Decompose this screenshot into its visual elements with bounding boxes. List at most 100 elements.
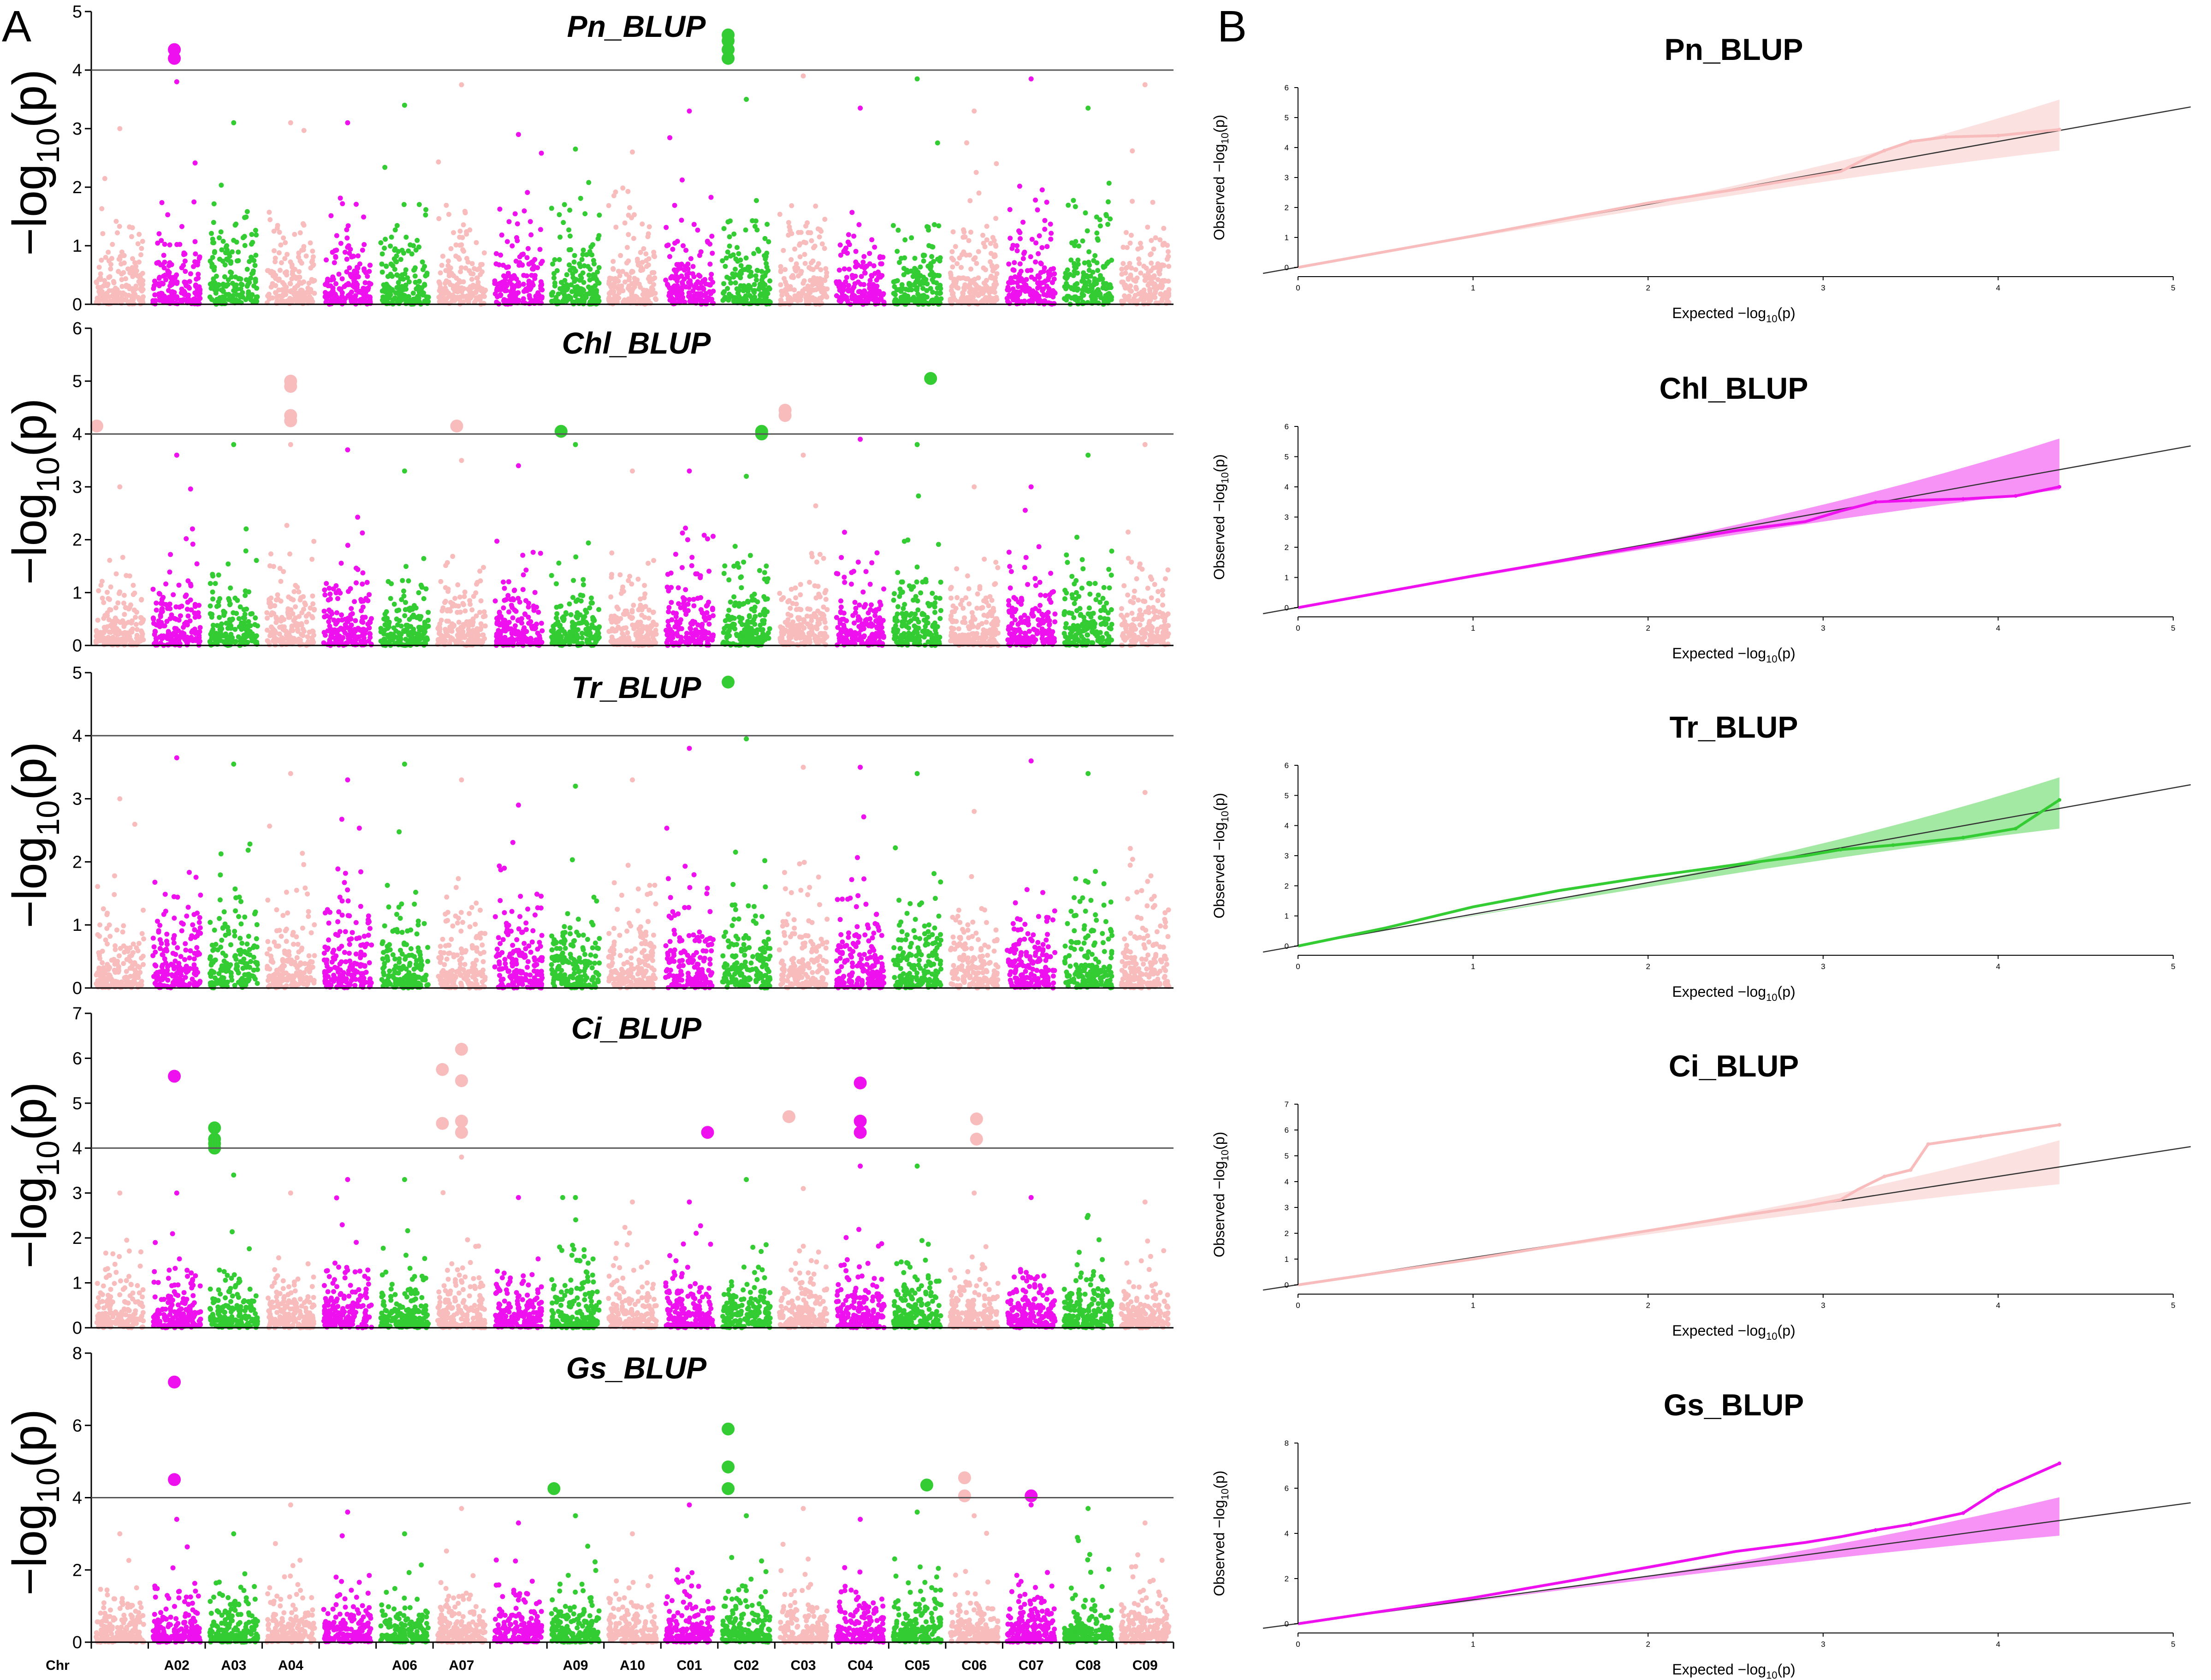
snp-point: [862, 270, 868, 276]
snp-point: [1095, 268, 1101, 273]
snp-point: [100, 596, 105, 601]
snp-point: [646, 262, 651, 268]
snp-point: [333, 254, 338, 259]
snp-point: [96, 301, 101, 306]
snp-point: [710, 279, 716, 285]
snp-point: [779, 289, 784, 294]
snp-point: [273, 259, 278, 265]
snp-point: [138, 615, 144, 621]
snp-point: [130, 267, 136, 273]
snp-point: [1006, 261, 1012, 267]
snp-point: [268, 551, 273, 556]
snp-point: [912, 266, 918, 271]
snp-point: [652, 253, 657, 259]
snp-point: [867, 261, 872, 266]
snp-point: [934, 280, 939, 286]
snp-point: [640, 640, 646, 645]
snp-point: [913, 287, 919, 292]
snp-point: [403, 628, 409, 633]
snp-point: [583, 620, 589, 625]
snp-point: [1124, 245, 1130, 250]
snp-point: [1157, 237, 1163, 243]
snp-point: [1103, 293, 1108, 298]
snp-point: [1150, 200, 1156, 205]
snp-point: [194, 561, 200, 567]
snp-point: [120, 290, 126, 296]
snp-point: [481, 609, 487, 615]
snp-point: [556, 291, 561, 297]
snp-point: [646, 231, 651, 237]
snp-point: [99, 257, 104, 263]
snp-point: [196, 272, 201, 277]
snp-point: [342, 284, 347, 289]
snp-point: [438, 270, 443, 276]
snp-point: [724, 274, 730, 280]
snp-point: [159, 200, 165, 205]
snp-point: [1022, 284, 1027, 290]
snp-point: [246, 289, 251, 295]
snp-point: [498, 629, 503, 635]
snp-point: [928, 261, 934, 266]
snp-point: [117, 126, 123, 131]
snp-point: [440, 254, 445, 259]
snp-point: [606, 281, 612, 286]
snp-point: [953, 244, 958, 249]
snp-point: [252, 622, 258, 627]
snp-point: [279, 287, 285, 293]
snp-point: [402, 613, 408, 618]
snp-point: [360, 530, 365, 536]
snp-point: [106, 596, 111, 601]
snp-point: [228, 297, 234, 303]
snp-point: [439, 263, 445, 268]
snp-point: [1028, 76, 1034, 82]
snp-point: [184, 607, 190, 612]
snp-point: [236, 276, 242, 282]
snp-point: [507, 278, 513, 284]
snp-point: [167, 569, 172, 575]
snp-point: [1038, 261, 1044, 266]
snp-point: [383, 237, 388, 242]
snp-point: [792, 287, 797, 293]
snp-point: [310, 637, 315, 643]
snp-point: [461, 279, 466, 284]
snp-point: [563, 611, 569, 617]
snp-point: [506, 609, 511, 615]
snp-point: [1083, 280, 1089, 286]
snp-point: [210, 254, 215, 260]
snp-point: [849, 289, 854, 294]
snp-point: [277, 566, 283, 571]
snp-point: [425, 637, 430, 642]
snp-point: [584, 609, 589, 615]
snp-point: [679, 291, 685, 296]
snp-point: [634, 277, 640, 283]
snp-point: [921, 293, 926, 298]
snp-point: [192, 290, 198, 296]
snp-point: [994, 264, 1000, 269]
snp-point: [551, 298, 557, 303]
snp-point: [133, 621, 139, 627]
snp-point: [948, 301, 954, 306]
snp-point: [640, 221, 645, 227]
snp-point: [650, 277, 656, 282]
snp-point: [284, 523, 290, 528]
snp-point: [646, 631, 652, 637]
snp-point: [748, 269, 754, 275]
snp-point: [516, 463, 521, 468]
snp-point: [692, 284, 697, 290]
snp-point: [242, 215, 247, 220]
snp-point: [362, 242, 367, 247]
snp-point: [512, 607, 517, 613]
snp-point: [402, 102, 407, 108]
snp-point: [444, 202, 449, 208]
snp-point: [413, 247, 419, 253]
snp-point: [646, 224, 652, 230]
snp-point: [711, 289, 716, 294]
snp-point: [592, 618, 597, 623]
snp-point: [1004, 296, 1010, 301]
snp-point: [367, 631, 373, 636]
snp-point: [273, 616, 279, 621]
snp-point: [818, 296, 824, 301]
snp-point: [1047, 271, 1053, 277]
snp-point: [629, 581, 634, 587]
snp-point: [618, 253, 623, 258]
